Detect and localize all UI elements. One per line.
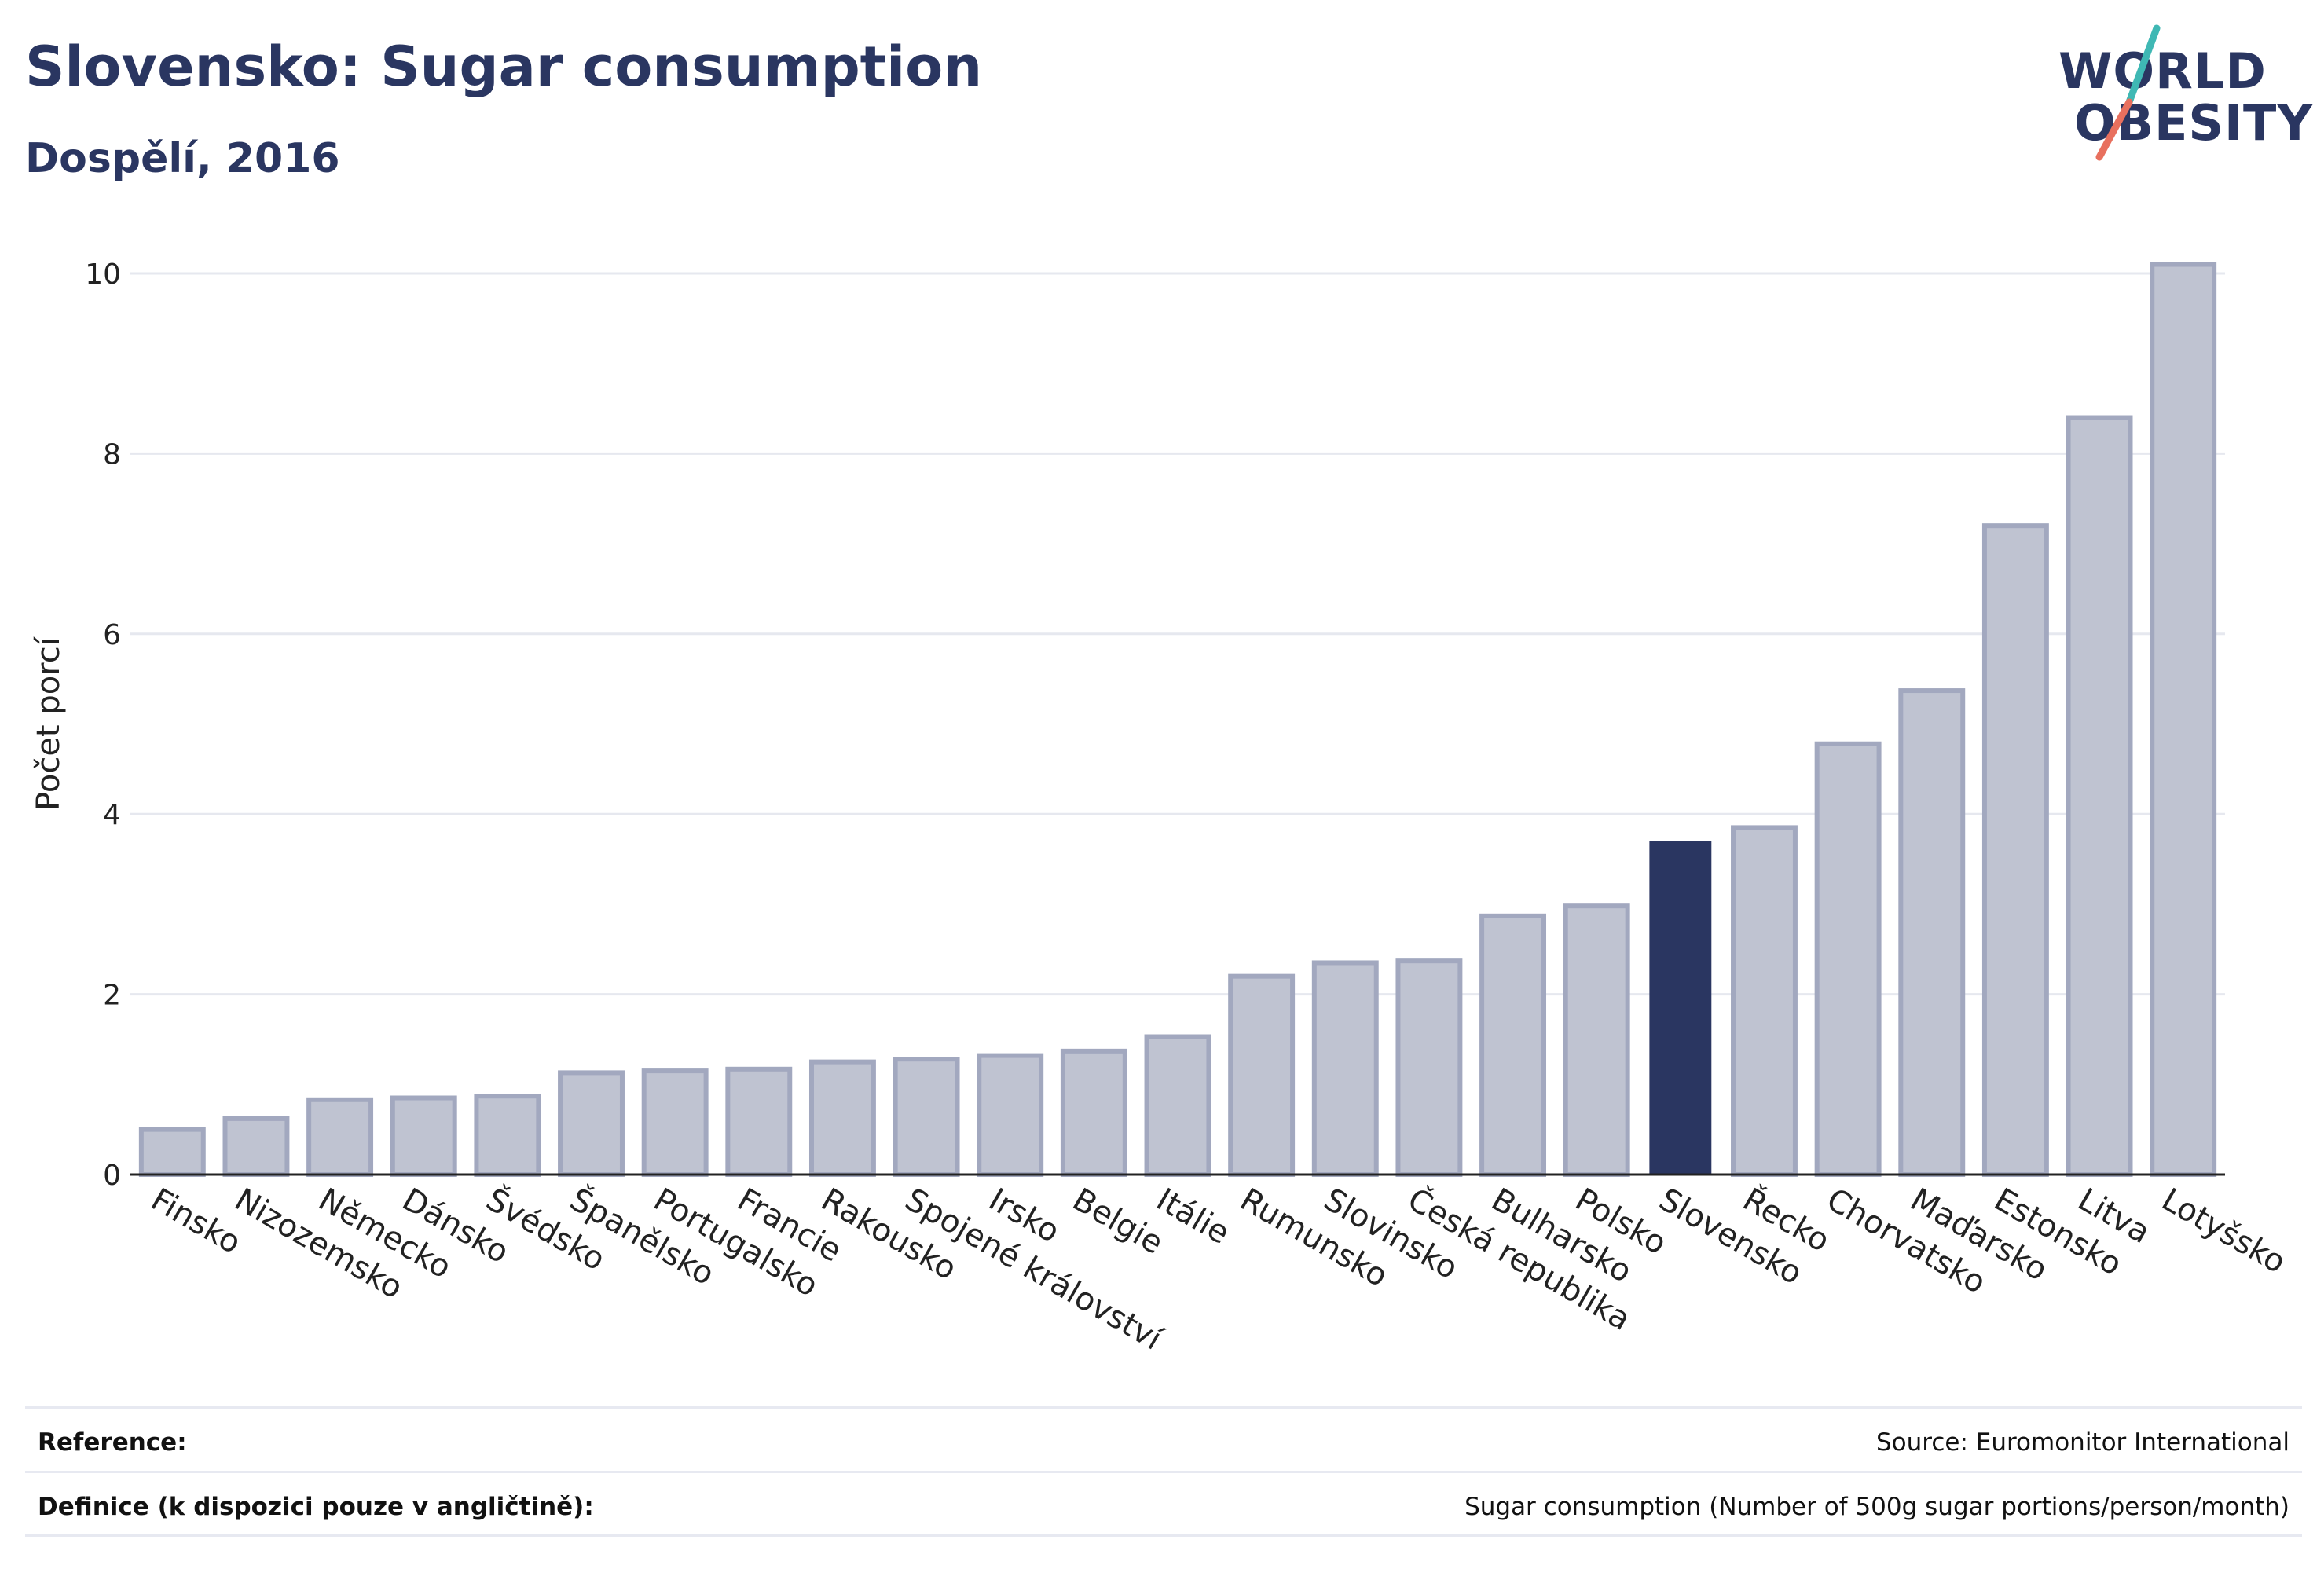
logo-slash-icon (2095, 24, 2161, 161)
y-axis-label: Počet porcí (31, 636, 67, 811)
bar (306, 1097, 374, 1177)
bar (808, 1059, 876, 1177)
bar (138, 1127, 206, 1178)
bar (977, 1053, 1044, 1177)
reference-label: Reference: (38, 1428, 187, 1457)
definition-label: Definice (k dispozici pouze v angličtině… (38, 1493, 594, 1521)
x-tick-label: Lotyšsko (2156, 1182, 2292, 1281)
bar (1395, 958, 1463, 1177)
bar (474, 1094, 541, 1178)
x-tick-label: Itálie (1150, 1182, 1236, 1252)
y-tick-label: 6 (103, 619, 121, 651)
bar (1228, 973, 1296, 1178)
bar (1814, 741, 1882, 1177)
bar (1731, 825, 1798, 1178)
bar (725, 1066, 793, 1178)
bar (390, 1095, 457, 1178)
y-tick-label: 0 (103, 1160, 121, 1192)
y-tick-label: 8 (103, 438, 121, 471)
bar (1144, 1034, 1211, 1178)
y-tick-label: 2 (103, 980, 121, 1012)
x-tick-label: Finsko (145, 1182, 247, 1262)
bar (1311, 960, 1379, 1177)
definition-value: Sugar consumption (Number of 500g sugar … (1464, 1493, 2289, 1521)
bar (2150, 262, 2217, 1177)
y-tick-label: 10 (85, 258, 121, 291)
bar (1981, 523, 2049, 1177)
footer-divider-bottom (25, 1534, 2302, 1537)
reference-value: Source: Euromonitor International (1875, 1428, 2289, 1457)
footer-divider-top (25, 1406, 2302, 1409)
footer-divider-middle (25, 1471, 2302, 1473)
bar (641, 1068, 709, 1177)
chart-title: Slovensko: Sugar consumption (25, 35, 983, 99)
x-tick-label: Belgie (1066, 1182, 1169, 1262)
logo-text-line1: WORLD (2058, 42, 2267, 100)
bar (1898, 688, 1966, 1177)
bar (893, 1057, 960, 1177)
bar (1060, 1048, 1127, 1177)
bar (1479, 913, 1547, 1178)
bar (2066, 415, 2133, 1177)
bar (558, 1070, 625, 1178)
bar (222, 1116, 290, 1177)
bar (1563, 903, 1630, 1177)
bar-highlighted (1649, 841, 1712, 1175)
world-obesity-logo: WORLD OBESITY (2043, 24, 2312, 165)
chart-subtitle: Dospělí, 2016 (25, 135, 340, 182)
y-tick-label: 4 (103, 799, 121, 831)
